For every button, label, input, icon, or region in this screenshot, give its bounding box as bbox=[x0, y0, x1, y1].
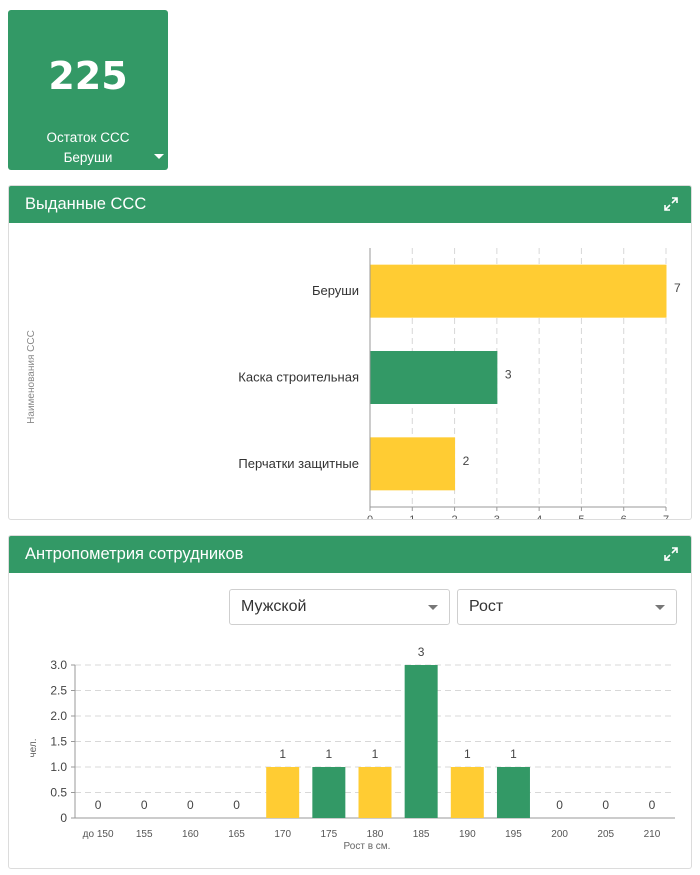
chevron-down-icon bbox=[428, 605, 438, 610]
panel-title: Выданные ССС bbox=[25, 195, 147, 213]
data-label: 7 bbox=[674, 281, 681, 295]
y-tick-label: 3.0 bbox=[50, 658, 67, 672]
x-tick-label: 5 bbox=[578, 514, 584, 519]
bar bbox=[358, 767, 392, 818]
bar bbox=[266, 767, 300, 818]
y-tick-label: 0.5 bbox=[50, 786, 67, 800]
kpi-dropdown-caret-icon[interactable] bbox=[154, 154, 164, 159]
data-label: 2 bbox=[463, 454, 470, 468]
chevron-down-icon bbox=[655, 605, 665, 610]
bar bbox=[450, 767, 484, 818]
x-tick-label: 1 bbox=[409, 514, 415, 519]
kpi-card: 225 Остаток ССС Беруши bbox=[8, 10, 168, 170]
panel-title: Антропометрия сотрудников bbox=[25, 545, 244, 563]
x-tick-label: 160 bbox=[182, 829, 199, 840]
data-label: 3 bbox=[505, 368, 512, 382]
x-axis-title: Рост в см. bbox=[344, 841, 391, 852]
y-tick-label: 1.0 bbox=[50, 760, 67, 774]
bar bbox=[496, 767, 530, 818]
x-tick-label: 7 bbox=[663, 514, 669, 519]
x-tick-label: 180 bbox=[367, 829, 384, 840]
category-label: Каска строительная bbox=[238, 370, 359, 385]
x-tick-label: 0 bbox=[367, 514, 373, 519]
x-tick-label: 190 bbox=[459, 829, 476, 840]
panel-header: Антропометрия сотрудников bbox=[9, 536, 691, 573]
x-tick-label: 155 bbox=[136, 829, 153, 840]
anthropometry-panel: Антропометрия сотрудников Мужской Рост 0… bbox=[8, 535, 692, 869]
x-tick-label: 165 bbox=[228, 829, 245, 840]
x-tick-label: 200 bbox=[551, 829, 568, 840]
bar bbox=[370, 264, 667, 318]
parameter-select[interactable]: Рост bbox=[457, 589, 677, 625]
bar bbox=[404, 665, 438, 818]
gender-select[interactable]: Мужской bbox=[229, 589, 450, 625]
x-tick-label: 3 bbox=[494, 514, 500, 519]
x-tick-label: 4 bbox=[536, 514, 542, 519]
bar bbox=[370, 351, 498, 404]
issued-ppe-chart: 0 1 2 3 4 5 6 7 Беруши 7 Каска строительная 3 Перчат… bbox=[26, 248, 681, 519]
x-tick-label: 210 bbox=[644, 829, 661, 840]
data-label: 1 bbox=[372, 747, 379, 761]
y-tick-label: 2.0 bbox=[50, 709, 67, 723]
x-tick-label: 205 bbox=[597, 829, 614, 840]
x-tick-label: 185 bbox=[413, 829, 430, 840]
x-tick-label: 175 bbox=[321, 829, 338, 840]
data-label: 1 bbox=[510, 747, 517, 761]
data-label: 0 bbox=[95, 798, 102, 812]
height-distribution-chart: 0 0.5 1.0 1.5 2.0 2.5 3.0 0 до 150 0 155 0 160 0 165 1 1… bbox=[28, 645, 675, 852]
gender-select-value: Мужской bbox=[241, 598, 307, 615]
y-axis-title: Наименования ССС bbox=[26, 330, 37, 424]
kpi-item-name: Беруши bbox=[63, 150, 113, 165]
data-label: 1 bbox=[326, 747, 333, 761]
data-label: 0 bbox=[187, 798, 194, 812]
kpi-value: 225 bbox=[48, 54, 128, 98]
category-label: Перчатки защитные bbox=[238, 456, 359, 471]
data-label: 0 bbox=[141, 798, 148, 812]
x-tick-label: 2 bbox=[452, 514, 458, 519]
x-tick-label: до 150 bbox=[83, 829, 114, 840]
kpi-label: Остаток ССС bbox=[46, 130, 130, 145]
bar bbox=[312, 767, 346, 818]
data-label: 1 bbox=[464, 747, 471, 761]
expand-icon[interactable] bbox=[663, 546, 679, 562]
data-label: 0 bbox=[556, 798, 563, 812]
y-tick-label: 0 bbox=[60, 811, 67, 825]
bar bbox=[370, 437, 456, 491]
panel-header: Выданные ССС bbox=[9, 186, 691, 223]
data-label: 0 bbox=[233, 798, 240, 812]
category-label: Беруши bbox=[312, 283, 359, 298]
data-label: 3 bbox=[418, 645, 425, 659]
x-tick-label: 195 bbox=[505, 829, 522, 840]
expand-icon[interactable] bbox=[663, 196, 679, 212]
data-label: 0 bbox=[649, 798, 656, 812]
y-axis-title: чел. bbox=[28, 738, 39, 757]
y-tick-label: 1.5 bbox=[50, 735, 67, 749]
data-label: 1 bbox=[279, 747, 286, 761]
x-tick-label: 170 bbox=[274, 829, 291, 840]
issued-ppe-panel: Выданные ССС 0 1 2 3 4 5 6 7 Беруши 7 Каска строит… bbox=[8, 185, 692, 520]
data-label: 0 bbox=[602, 798, 609, 812]
y-tick-label: 2.5 bbox=[50, 684, 67, 698]
parameter-select-value: Рост bbox=[469, 598, 504, 615]
x-tick-label: 6 bbox=[621, 514, 627, 519]
